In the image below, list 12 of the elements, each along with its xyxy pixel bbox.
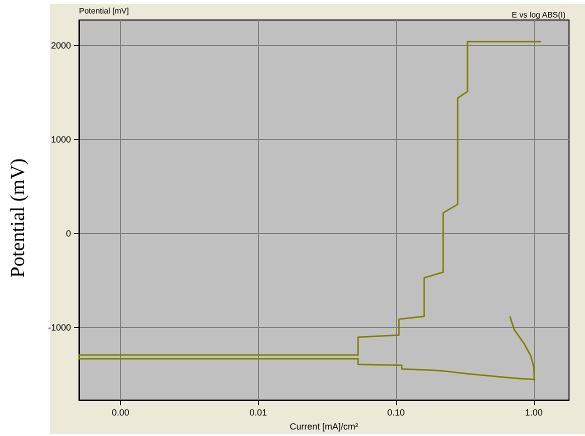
y-tick-label: 1000 (50, 134, 71, 144)
x-axis-title: Current [mA]/cm² (290, 422, 358, 432)
x-tick-label: 1.00 (525, 408, 543, 418)
y-axis-title: Potential (mV) (7, 158, 29, 278)
y-tick-label: 0 (66, 228, 71, 239)
x-tick-label: 0.00 (112, 408, 130, 418)
text: Potential [mV] (79, 6, 129, 16)
x-tick-label: 0.10 (387, 408, 405, 418)
y-tick-label: -1000 (48, 322, 71, 333)
y-tick-label: 2000 (50, 40, 71, 50)
x-tick-label: 0.01 (249, 408, 268, 418)
chart-title: E vs log ABS(I) (512, 10, 566, 20)
